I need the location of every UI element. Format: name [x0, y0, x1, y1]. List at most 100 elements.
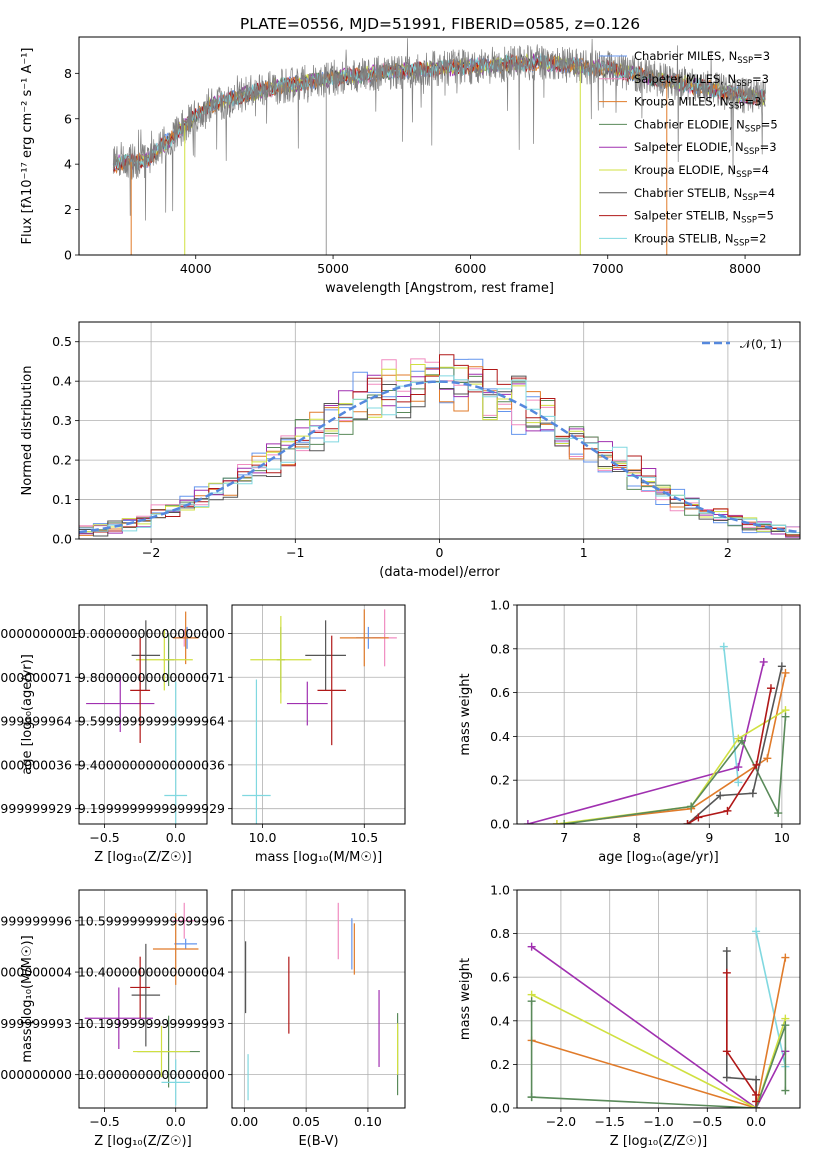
weight-marker-chabrier-elodie-1 [687, 802, 696, 811]
axes-frame-residuals [78, 321, 801, 540]
x-axis-label-z_weight: Z [log₁₀(Z/Z☉)] [610, 1134, 707, 1149]
plot-area-age_weight [523, 642, 790, 824]
legend-entry-2: Kroupa MILES, NSSP=3 [634, 95, 761, 112]
panel-spectrum: 4000 5000 6000 7000 8000 0 2 4 6 8 wavelength [Ang… [20, 36, 801, 296]
weight-marker-chabrier-stelib-2 [748, 789, 757, 798]
weight-line-kroupa-miles [556, 672, 787, 824]
weight-marker-salpeter-elodie-2 [759, 657, 768, 666]
errorbar-salpeter-stelib [317, 635, 346, 746]
weight-line-salpeter-stelib [726, 972, 757, 1102]
errorbar-salpeter-elodie [286, 681, 328, 726]
weight-line-chabrier-stelib [686, 666, 783, 824]
y-tick-label-3: 0.3 [52, 413, 72, 428]
legend-entry-1: Salpeter MILES, NSSP=3 [634, 72, 769, 89]
y-tick-label-5: 1.0 [490, 883, 510, 898]
x-tick-label-1: 5000 [317, 261, 349, 276]
weight-marker-chabrier-elodie-0 [560, 820, 569, 824]
y-tick-label-0: 10.0000000000000000 [0, 1067, 72, 1082]
panel-z_mass: −0.5 0.0 10.0000000000000000 10.19999999999… [0, 889, 208, 1149]
x-axis-label-spectrum: wavelength [Angstrom, rest frame] [325, 281, 554, 296]
y-tick-label-0: 9.19999999999999929 [0, 801, 72, 816]
legend-entry-8: Kroupa STELIB, NSSP=2 [634, 231, 766, 248]
weight-marker-chabrier-stelib-1 [716, 791, 725, 800]
x-tick-label-0: −2 [142, 545, 160, 560]
weight-marker-salpeter-elodie-0 [527, 942, 536, 951]
y-axis-label-z_age: age [log₁₀(age/yr)] [20, 654, 35, 775]
weight-marker-chabrier-elodie-2 [527, 1093, 536, 1102]
errorbar-kroupa-elodie [133, 1025, 190, 1078]
y-tick-label-0: 0 [64, 248, 72, 263]
weight-marker-chabrier-stelib-1 [722, 1073, 731, 1082]
axes-frame-age_weight [516, 604, 801, 825]
x-tick-label-1: 0.0 [166, 830, 186, 845]
y-tick-label-1: 9.40000000000000036 [78, 757, 225, 772]
y-tick-label-1: 0.2 [490, 1057, 510, 1072]
y-tick-label-4: 0.8 [490, 926, 510, 941]
y-axis-label-age_weight: mass weight [458, 673, 473, 755]
x-tick-label-2: 0.10 [354, 1114, 382, 1129]
weight-marker-chabrier-elodie-3 [774, 809, 783, 818]
errorbar-kroupa-stelib [164, 681, 188, 824]
panel-z_age: −0.5 0.0 9.19999999999999929 9.400000000000… [0, 604, 208, 865]
weight-marker-chabrier-elodie-4 [781, 1021, 790, 1030]
y-tick-label-3: 10.5999999999999996 [78, 913, 225, 928]
y-tick-label-4: 0.4 [52, 374, 72, 389]
y-tick-label-2: 9.59999999999999964 [0, 714, 72, 729]
figure-title: PLATE=0556, MJD=51991, FIBERID=0585, z=0… [240, 15, 640, 33]
axes-frame-spectrum [78, 36, 801, 256]
normal-curve [79, 380, 800, 534]
y-axis-label-residuals: Normed distribution [20, 366, 35, 496]
errorbar-kroupa-miles [172, 611, 199, 665]
panel-z_weight: −2.0 −1.5 −1.0 −0.5 0.0 0.0 0.2 0.4 0.6 0.8 1.0 Z [… [458, 883, 801, 1149]
panel-mass_age: 10.0 10.5 9.19999999999999929 9.40000000000… [70, 604, 406, 865]
y-tick-label-5: 1.0 [490, 598, 510, 613]
axes-frame-z_age [78, 604, 208, 825]
y-tick-label-0: 0.0 [490, 1101, 510, 1116]
x-tick-label-1: 8 [633, 830, 641, 845]
y-tick-label-2: 4 [64, 157, 72, 172]
y-tick-label-0: 10.0000000000000000 [78, 1067, 225, 1082]
x-tick-label-2: 9 [705, 830, 713, 845]
x-axis-label-z_age: Z [log₁₀(Z/Z☉)] [94, 850, 191, 865]
x-tick-label-4: 2 [724, 545, 732, 560]
y-tick-label-0: 9.19999999999999929 [78, 801, 225, 816]
weight-marker-salpeter-stelib-3 [752, 760, 761, 769]
x-tick-label-1: 0.05 [292, 1114, 320, 1129]
y-tick-label-4: 10.00000000000000000 [0, 626, 72, 641]
weight-line-kroupa-elodie [531, 993, 787, 1108]
errorbar-salpeter-elodie [86, 675, 155, 733]
weight-marker-salpeter-stelib-1 [722, 1047, 731, 1056]
errorbar-salpeter-elodie [84, 987, 153, 1050]
plot-area-z_weight [527, 927, 790, 1108]
spectrum-legend: Chabrier MILES, NSSP=3 Salpeter MILES, NS… [599, 49, 778, 248]
x-tick-label-0: 0.00 [230, 1114, 258, 1129]
weight-line-kroupa-stelib [723, 646, 740, 783]
x-axis-label-z_mass: Z [log₁₀(Z/Z☉)] [94, 1134, 191, 1149]
x-tick-label-0: −0.5 [89, 1114, 119, 1129]
y-tick-label-0: 0.0 [52, 532, 72, 547]
weight-line-kroupa-miles [531, 957, 787, 1108]
x-tick-label-3: 10 [774, 830, 790, 845]
weight-marker-salpeter-stelib-0 [722, 968, 731, 977]
x-axis-label-residuals: (data-model)/error [379, 565, 500, 580]
x-tick-label-2: −1.0 [643, 1114, 673, 1129]
errorbar-kroupa-elodie [250, 615, 312, 704]
x-tick-label-0: −0.5 [89, 830, 119, 845]
weight-line-salpeter-elodie [531, 946, 787, 1108]
weight-marker-chabrier-elodie-1 [527, 997, 536, 1006]
errorbar-kroupa-miles [152, 913, 199, 985]
y-tick-label-4: 10.00000000000000000 [70, 626, 225, 641]
y-tick-label-3: 10.5999999999999996 [0, 913, 72, 928]
y-tick-label-3: 0.6 [490, 685, 510, 700]
x-tick-label-1: 10.5 [350, 830, 378, 845]
y-tick-label-1: 9.40000000000000036 [0, 757, 72, 772]
y-tick-label-1: 0.1 [52, 492, 72, 507]
y-tick-label-2: 0.2 [52, 453, 72, 468]
legend-entry-0: Chabrier MILES, NSSP=3 [634, 49, 770, 66]
x-tick-label-0: 4000 [180, 261, 212, 276]
errorbar-kroupa-miles [339, 609, 389, 667]
x-tick-label-0: −2.0 [546, 1114, 576, 1129]
plot-area-ebv_mass [244, 902, 399, 1101]
plot-area-z_mass [84, 902, 200, 1106]
